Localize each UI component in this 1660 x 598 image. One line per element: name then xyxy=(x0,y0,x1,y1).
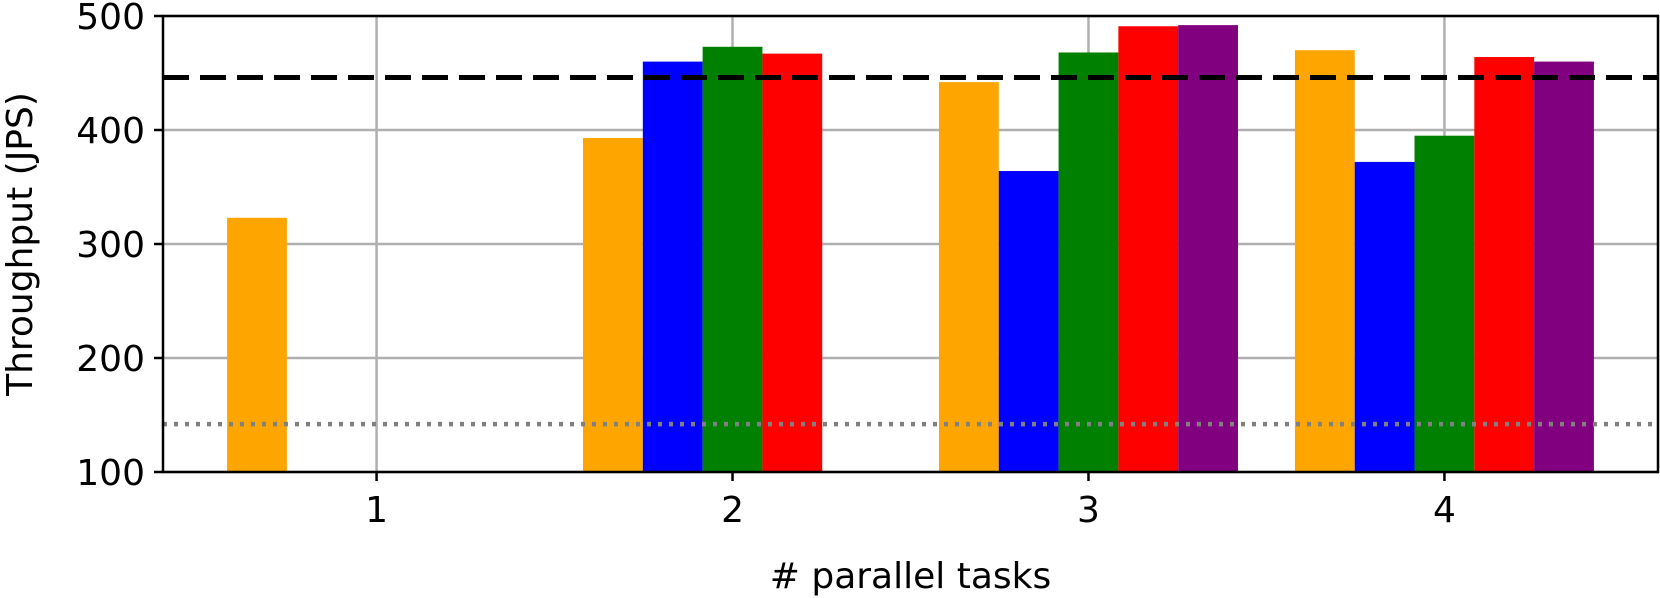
bar xyxy=(1058,52,1119,472)
y-tick-label: 400 xyxy=(76,111,145,152)
x-tick-label: 2 xyxy=(721,490,744,531)
bar xyxy=(1414,135,1475,472)
x-axis-label: # parallel tasks xyxy=(770,556,1052,597)
bar xyxy=(227,217,287,472)
y-tick-label: 300 xyxy=(76,225,145,266)
bar xyxy=(583,137,643,473)
tick-marks xyxy=(154,14,1446,481)
x-tick-label: 4 xyxy=(1433,490,1456,531)
y-axis-label: Throughput (JPS) xyxy=(0,92,41,397)
bar xyxy=(1354,161,1415,473)
tick-labels: 100 200 300 400 500 1 2 3 4 xyxy=(76,0,1456,531)
bar xyxy=(1294,50,1355,472)
bar xyxy=(1534,61,1594,472)
bar-groups xyxy=(227,25,1594,473)
bar xyxy=(998,171,1059,473)
y-tick-label: 100 xyxy=(76,453,145,494)
x-tick-label: 1 xyxy=(365,490,388,531)
bar xyxy=(1474,57,1535,472)
bar xyxy=(762,53,823,473)
bar xyxy=(1178,25,1238,473)
bar xyxy=(702,46,763,472)
bar xyxy=(1118,26,1179,472)
x-tick-label: 3 xyxy=(1077,490,1100,531)
y-tick-label: 500 xyxy=(76,0,145,38)
y-tick-label: 200 xyxy=(76,339,145,380)
reference-lines xyxy=(163,75,1658,427)
bar xyxy=(642,61,703,472)
bar xyxy=(938,82,999,473)
